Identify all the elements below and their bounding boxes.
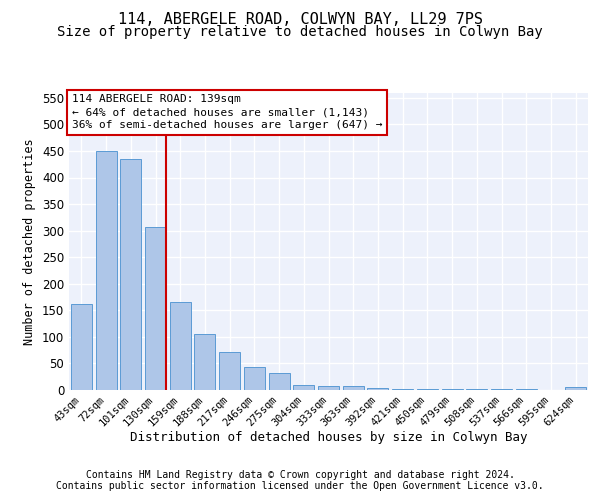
Bar xyxy=(145,227,166,390)
Bar xyxy=(318,386,339,390)
Bar xyxy=(565,388,586,390)
Bar xyxy=(244,367,265,390)
Bar xyxy=(219,352,240,390)
Bar xyxy=(466,389,487,390)
Text: Contains public sector information licensed under the Open Government Licence v3: Contains public sector information licen… xyxy=(56,481,544,491)
Text: Contains HM Land Registry data © Crown copyright and database right 2024.: Contains HM Land Registry data © Crown c… xyxy=(86,470,514,480)
Bar xyxy=(170,302,191,390)
Text: Distribution of detached houses by size in Colwyn Bay: Distribution of detached houses by size … xyxy=(130,431,527,444)
Bar xyxy=(343,386,364,390)
Bar xyxy=(293,385,314,390)
Y-axis label: Number of detached properties: Number of detached properties xyxy=(23,138,37,344)
Bar xyxy=(71,304,92,390)
Bar xyxy=(367,388,388,390)
Bar xyxy=(392,389,413,390)
Bar xyxy=(269,373,290,390)
Bar xyxy=(442,389,463,390)
Bar xyxy=(417,389,438,390)
Text: 114 ABERGELE ROAD: 139sqm
← 64% of detached houses are smaller (1,143)
36% of se: 114 ABERGELE ROAD: 139sqm ← 64% of detac… xyxy=(71,94,382,130)
Text: Size of property relative to detached houses in Colwyn Bay: Size of property relative to detached ho… xyxy=(57,25,543,39)
Text: 114, ABERGELE ROAD, COLWYN BAY, LL29 7PS: 114, ABERGELE ROAD, COLWYN BAY, LL29 7PS xyxy=(118,12,482,28)
Bar xyxy=(194,334,215,390)
Bar xyxy=(120,159,141,390)
Bar xyxy=(95,151,116,390)
